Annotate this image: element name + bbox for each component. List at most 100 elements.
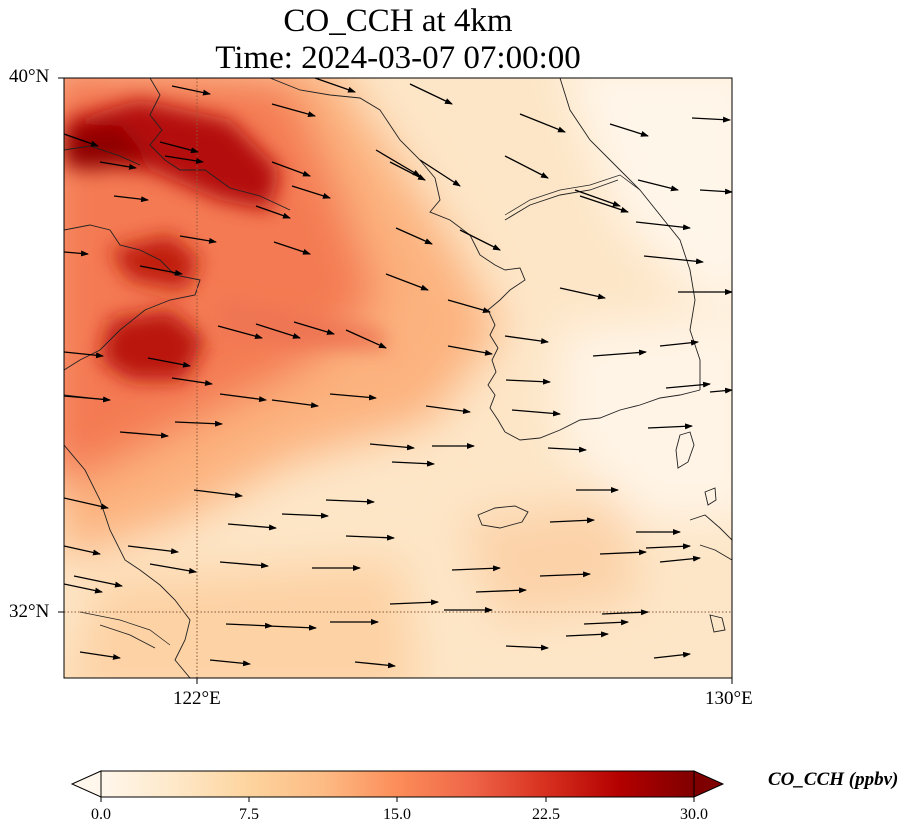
wind-arrow (267, 624, 317, 631)
wind-arrow (64, 250, 89, 257)
lat-label-32n: 32°N (9, 601, 50, 622)
wind-arrow (79, 651, 121, 660)
wind-arrow (699, 188, 732, 195)
wind-arrow (193, 489, 243, 499)
wind-arrow (504, 335, 549, 345)
wind-arrow (409, 83, 453, 105)
wind-arrow (505, 378, 551, 385)
wind-arrow (459, 229, 501, 251)
wind-arrow (385, 273, 429, 291)
wind-arrow (547, 446, 587, 453)
wind-arrow (149, 563, 197, 574)
wind-arrow (539, 571, 591, 578)
colorbar-tick-label: 7.5 (239, 806, 259, 823)
wind-arrow (271, 103, 316, 118)
wind-arrow (519, 113, 566, 133)
wind-arrow (64, 133, 99, 147)
wind-vectors (64, 78, 732, 669)
colorbar-title: CO_CCH (ppbv) (768, 769, 899, 790)
wind-arrow (64, 497, 109, 510)
wind-arrow (609, 123, 649, 137)
wind-arrow (645, 543, 691, 550)
wind-arrow (217, 325, 263, 340)
wind-arrow (447, 299, 491, 313)
wind-arrow (209, 659, 251, 667)
wind-arrow (227, 523, 277, 531)
lon-label-122e: 122°E (173, 688, 221, 709)
wind-arrow (549, 517, 595, 524)
wind-arrow (225, 622, 273, 629)
axis-ticks (58, 77, 733, 684)
wind-arrow (511, 409, 561, 417)
colorbar-tick-label: 0.0 (91, 806, 111, 823)
wind-arrow (99, 161, 137, 170)
wind-arrow (375, 149, 421, 177)
wind-arrow (709, 387, 732, 394)
coastlines (64, 78, 732, 678)
wind-arrow (369, 443, 415, 451)
wind-arrow (653, 651, 691, 659)
wind-arrow (255, 323, 301, 339)
wind-arrow (583, 619, 629, 626)
wind-arrow (127, 545, 179, 555)
wind-arrow (504, 155, 549, 179)
wind-arrow (601, 609, 649, 616)
map-title-time: Time: 2024-03-07 07:00:00 (215, 40, 581, 76)
wind-arrow (425, 405, 471, 415)
colorbar-tick-label: 30.0 (680, 806, 708, 823)
wind-arrow (164, 155, 204, 164)
wind-arrow (174, 420, 223, 427)
wind-arrow (171, 377, 213, 386)
wind-arrow (113, 195, 149, 203)
wind-arrow (255, 205, 291, 219)
wind-arrow (419, 159, 461, 187)
wind-arrow (691, 116, 731, 123)
wind-arrow (345, 534, 395, 541)
wind-arrow (391, 460, 435, 467)
wind-arrow (635, 221, 691, 231)
co-concentration-field (64, 78, 732, 678)
wind-arrow (389, 599, 439, 606)
wind-arrow (271, 399, 319, 409)
wind-arrow (64, 583, 103, 594)
wind-arrow (325, 498, 375, 505)
wind-arrow (119, 431, 169, 439)
gridlines (64, 78, 732, 678)
wind-arrow (579, 195, 629, 213)
wind-arrow (345, 329, 387, 349)
wind-arrow (64, 395, 111, 403)
colorbar (70, 770, 725, 802)
colorbar-tick-label: 15.0 (383, 806, 411, 823)
wind-arrow (637, 179, 679, 192)
wind-arrow (179, 235, 217, 244)
wind-arrow (171, 85, 211, 96)
wind-arrow (505, 644, 549, 651)
wind-arrow (647, 423, 693, 430)
wind-arrow (64, 545, 101, 556)
wind-arrow (475, 587, 527, 594)
wind-arrow (599, 549, 647, 556)
wind-arrow (451, 565, 501, 572)
lon-label-130e: 130°E (705, 688, 753, 709)
wind-arrow (273, 241, 311, 255)
wind-arrow (389, 161, 426, 181)
wind-arrow (64, 351, 104, 359)
wind-arrow (73, 575, 123, 588)
wind-arrow (659, 555, 701, 563)
wind-arrow (293, 321, 335, 335)
wind-arrow (219, 561, 269, 569)
wind-arrow (447, 345, 493, 356)
wind-arrow (354, 661, 396, 669)
wind-arrow (565, 631, 609, 638)
wind-arrow (139, 265, 183, 276)
map-title-variable: CO_CCH at 4km (283, 3, 513, 39)
wind-arrow (395, 227, 433, 245)
wind-arrow (159, 141, 199, 154)
wind-arrow (147, 357, 191, 368)
wind-arrow (329, 393, 377, 401)
wind-arrow (281, 512, 329, 519)
wind-arrow (574, 189, 621, 207)
wind-arrow (291, 185, 331, 199)
lat-label-40n: 40°N (9, 66, 50, 87)
